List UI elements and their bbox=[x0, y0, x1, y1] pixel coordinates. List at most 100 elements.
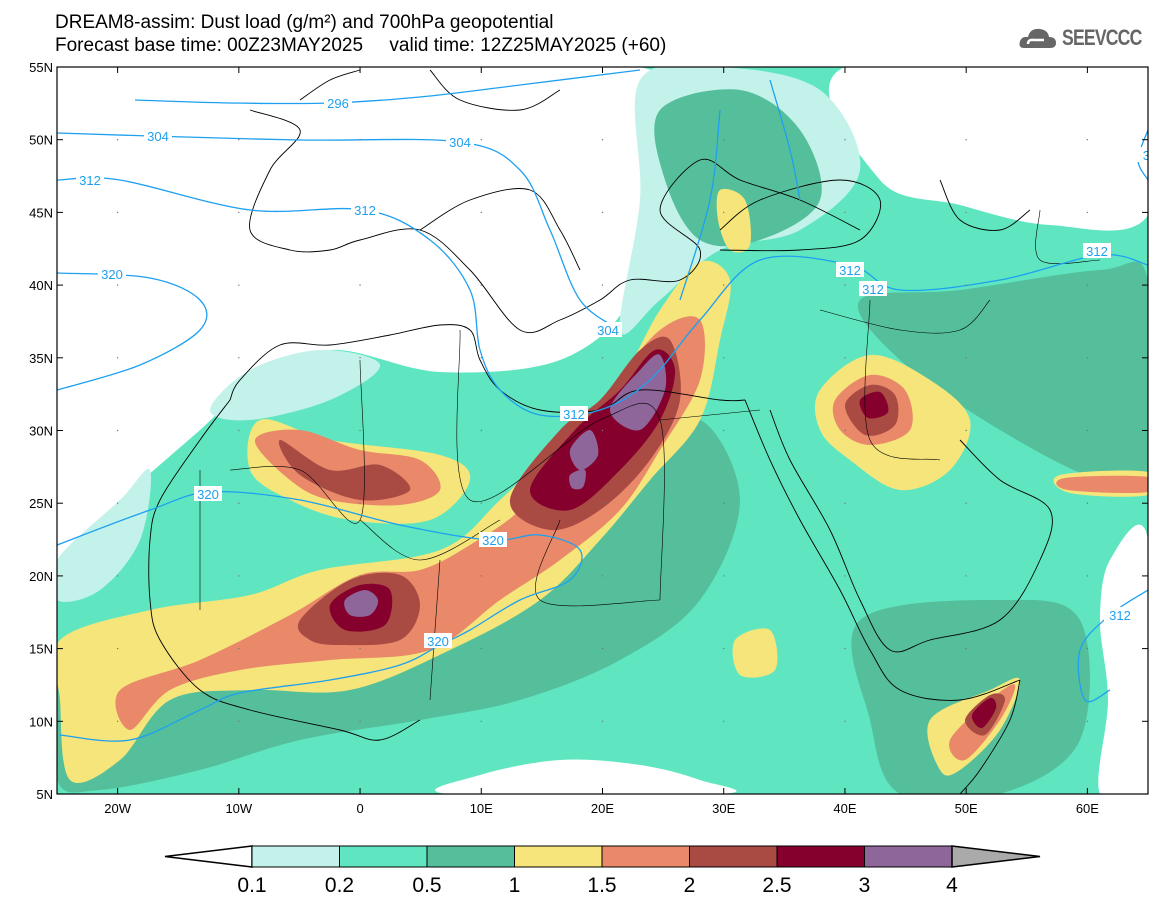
dust-level-3-libya-3 bbox=[569, 469, 586, 490]
grid-dot bbox=[965, 284, 967, 286]
grid-dot bbox=[359, 647, 361, 650]
grid-dot bbox=[480, 502, 482, 504]
contour-label-bg bbox=[351, 202, 379, 217]
dust-level-3-niger bbox=[344, 590, 379, 617]
contour-label-bg bbox=[1083, 243, 1111, 258]
lon-label: 10E bbox=[470, 801, 493, 816]
contour-label: 304 bbox=[147, 129, 169, 144]
coastline bbox=[299, 69, 361, 101]
lon-label: 30E bbox=[712, 801, 735, 816]
grid-dot bbox=[480, 720, 482, 722]
grid-dot bbox=[844, 720, 846, 722]
country-border bbox=[659, 409, 761, 421]
coastline bbox=[229, 324, 746, 413]
grid-dot bbox=[238, 502, 240, 504]
colorbar-swatch bbox=[514, 845, 603, 868]
lon-label: 0 bbox=[356, 801, 363, 816]
contour-label: 312 bbox=[563, 407, 585, 422]
geopotential-contour bbox=[679, 109, 721, 301]
geopotential-contour bbox=[57, 491, 583, 742]
lat-label: 50N bbox=[29, 133, 53, 148]
coastline bbox=[249, 109, 861, 334]
grid-dot bbox=[359, 575, 361, 577]
contour-label-bg bbox=[144, 128, 172, 143]
grid-dot bbox=[723, 647, 725, 650]
dust-level-2.5-iraq bbox=[859, 391, 889, 419]
contour-label-bg bbox=[424, 633, 452, 648]
contour-label: 320 bbox=[482, 533, 504, 548]
grid-dot bbox=[601, 284, 604, 286]
contour-label: 312 bbox=[839, 263, 861, 278]
grid-dot bbox=[116, 720, 119, 722]
grid-dot bbox=[116, 139, 119, 141]
grid-dot bbox=[480, 284, 482, 286]
colorbar-label: 2.5 bbox=[762, 874, 791, 897]
grid-dot bbox=[1086, 502, 1089, 504]
contour-label-bg bbox=[560, 406, 588, 421]
lat-label: 5N bbox=[36, 787, 53, 802]
dust-level-0.1-atlantic bbox=[57, 468, 152, 602]
coastline bbox=[419, 188, 581, 271]
contour-label-bg bbox=[324, 95, 352, 110]
grid-dot bbox=[601, 575, 604, 577]
colorbar-label: 0.1 bbox=[237, 874, 266, 897]
coastline bbox=[769, 409, 1053, 653]
dust-level-2-algeria bbox=[278, 439, 411, 501]
grid-dot bbox=[480, 647, 482, 650]
contour-label: 312 bbox=[1109, 608, 1131, 623]
grid-dot bbox=[1086, 211, 1089, 214]
dust-level-0.5-horn bbox=[851, 599, 1090, 794]
coastline bbox=[959, 679, 1021, 794]
contour-label-bg bbox=[76, 172, 104, 187]
lat-label: 15N bbox=[29, 642, 53, 657]
grid-dot bbox=[601, 357, 604, 359]
grid-dot bbox=[1086, 575, 1089, 577]
colorbar-swatch bbox=[251, 845, 340, 868]
colorbar-swatch bbox=[339, 845, 428, 868]
contour-label: 30 bbox=[1143, 148, 1157, 163]
contour-label-bg bbox=[836, 262, 864, 277]
grid-dot bbox=[844, 139, 846, 141]
grid-dot bbox=[723, 720, 725, 722]
grid-dot bbox=[965, 211, 967, 214]
cloud-icon bbox=[1019, 28, 1056, 48]
geopotential-contour bbox=[769, 79, 801, 201]
lat-label: 20N bbox=[29, 569, 53, 584]
grid-dot bbox=[723, 575, 725, 577]
contour-label: 320 bbox=[427, 634, 449, 649]
grid-dot bbox=[965, 575, 967, 577]
dust-level-0.5-ukraine bbox=[654, 89, 822, 247]
logo-text: SEEVCCC bbox=[1062, 25, 1142, 50]
grid-dot bbox=[965, 720, 967, 722]
lon-label: 20E bbox=[591, 801, 614, 816]
contour-label: 320 bbox=[101, 267, 123, 282]
colorbar-under-arrow bbox=[164, 845, 253, 868]
grid-dot bbox=[844, 357, 846, 359]
contour-label-bg bbox=[1136, 147, 1148, 162]
clear-south bbox=[435, 759, 737, 794]
dust-level-1-ethiopia bbox=[732, 628, 778, 678]
grid-dot bbox=[359, 211, 361, 214]
contour-label-bg bbox=[1104, 607, 1134, 622]
lon-label: 10W bbox=[225, 801, 252, 816]
contour-label-bg bbox=[594, 322, 622, 337]
grid-dot bbox=[723, 429, 725, 432]
colorbar-label: 1 bbox=[509, 874, 521, 897]
contour-label: 304 bbox=[597, 323, 619, 338]
grid-dot bbox=[116, 211, 119, 214]
grid-dot bbox=[238, 284, 240, 286]
country-border bbox=[535, 519, 661, 607]
grid-dot bbox=[723, 211, 725, 214]
dust-level-1.5-gulf bbox=[1056, 475, 1148, 493]
map-axes: 55N 50N 45N 40N 35N 30N 25N 20N 15N 10N 5N 20W 10W 0 1… bbox=[29, 60, 1148, 816]
dust-level-1-blacksea bbox=[716, 188, 751, 253]
grid-dot bbox=[965, 139, 967, 141]
grid-dot bbox=[965, 647, 967, 650]
grid-dot bbox=[359, 284, 361, 286]
country-border bbox=[456, 329, 665, 601]
grid-dot bbox=[480, 139, 482, 141]
grid-dot bbox=[116, 575, 119, 577]
grid-dot bbox=[238, 357, 240, 359]
colorbar-label: 0.5 bbox=[412, 874, 441, 897]
